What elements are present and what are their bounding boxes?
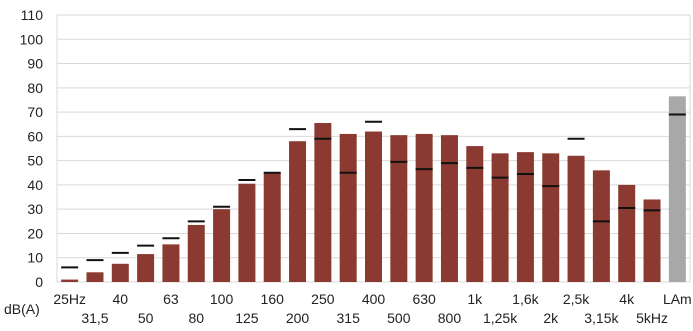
band-bar xyxy=(187,224,205,282)
x-tick-label: 2k xyxy=(543,310,559,326)
y-axis-label: dB(A) xyxy=(4,301,40,317)
x-tick-label: 400 xyxy=(362,291,386,307)
x-tick-label: 40 xyxy=(113,291,129,307)
band-bar xyxy=(162,244,180,282)
reference-markers xyxy=(61,113,686,269)
y-tick-label: 40 xyxy=(27,177,43,193)
band-bar xyxy=(61,279,79,282)
x-tick-label: 63 xyxy=(163,291,179,307)
band-bar xyxy=(592,170,610,282)
y-tick-label: 20 xyxy=(27,225,43,241)
band-bar xyxy=(86,272,104,282)
x-tick-label: 200 xyxy=(286,310,310,326)
x-axis-ticks: 25Hz 31,5 40 50 63 80 100125160200250315400500… xyxy=(53,291,691,326)
x-tick-label: 50 xyxy=(138,310,154,326)
x-tick-label: 3,15k xyxy=(584,310,619,326)
x-tick-label: 1,25k xyxy=(483,310,518,326)
x-tick-label: 315 xyxy=(337,310,361,326)
x-tick-label: 25Hz xyxy=(53,291,86,307)
y-tick-label: 80 xyxy=(27,80,43,96)
band-bar xyxy=(567,155,585,282)
x-tick-label: 5kHz xyxy=(636,310,668,326)
band-bar xyxy=(314,123,332,282)
band-bar xyxy=(491,153,509,282)
band-bar xyxy=(238,183,256,282)
band-bar xyxy=(111,263,129,282)
x-tick-label: 1k xyxy=(467,291,483,307)
y-tick-label: 100 xyxy=(20,31,44,47)
x-tick-label: 250 xyxy=(311,291,335,307)
total-bar xyxy=(668,96,686,283)
y-tick-label: 60 xyxy=(27,128,43,144)
y-tick-label: 90 xyxy=(27,56,43,72)
band-bar xyxy=(339,133,357,282)
x-tick-label: 4k xyxy=(619,291,635,307)
band-bar xyxy=(466,146,484,282)
x-tick-label: 500 xyxy=(387,310,411,326)
x-tick-label: LAm xyxy=(663,291,692,307)
band-bar xyxy=(289,141,307,282)
y-tick-label: 70 xyxy=(27,104,43,120)
band-bar xyxy=(263,172,281,282)
x-tick-label: 160 xyxy=(261,291,285,307)
y-tick-label: 50 xyxy=(27,153,43,169)
band-bar xyxy=(618,184,636,282)
band-bar xyxy=(516,152,534,282)
x-tick-label: 1,6k xyxy=(512,291,539,307)
band-bar xyxy=(365,131,382,282)
band-bar xyxy=(415,133,433,282)
x-tick-label: 31,5 xyxy=(81,310,108,326)
y-axis-ticks: 0 10 20 30 40 50 60 70 80 90 100 110 xyxy=(20,7,44,290)
band-bar xyxy=(440,135,458,282)
y-tick-label: 0 xyxy=(35,274,43,290)
band-bar xyxy=(643,199,661,282)
y-tick-label: 10 xyxy=(27,250,43,266)
y-tick-label: 30 xyxy=(27,201,43,217)
bars xyxy=(61,96,686,283)
x-tick-label: 100 xyxy=(210,291,234,307)
x-tick-label: 630 xyxy=(412,291,436,307)
x-tick-label: 80 xyxy=(188,310,204,326)
band-bar xyxy=(137,254,155,282)
x-tick-label: 2,5k xyxy=(563,291,590,307)
y-tick-label: 110 xyxy=(21,7,44,23)
band-bar xyxy=(213,209,231,282)
band-bar xyxy=(390,135,408,282)
x-tick-label: 125 xyxy=(235,310,259,326)
band-bar xyxy=(542,153,560,282)
x-tick-label: 800 xyxy=(438,310,462,326)
